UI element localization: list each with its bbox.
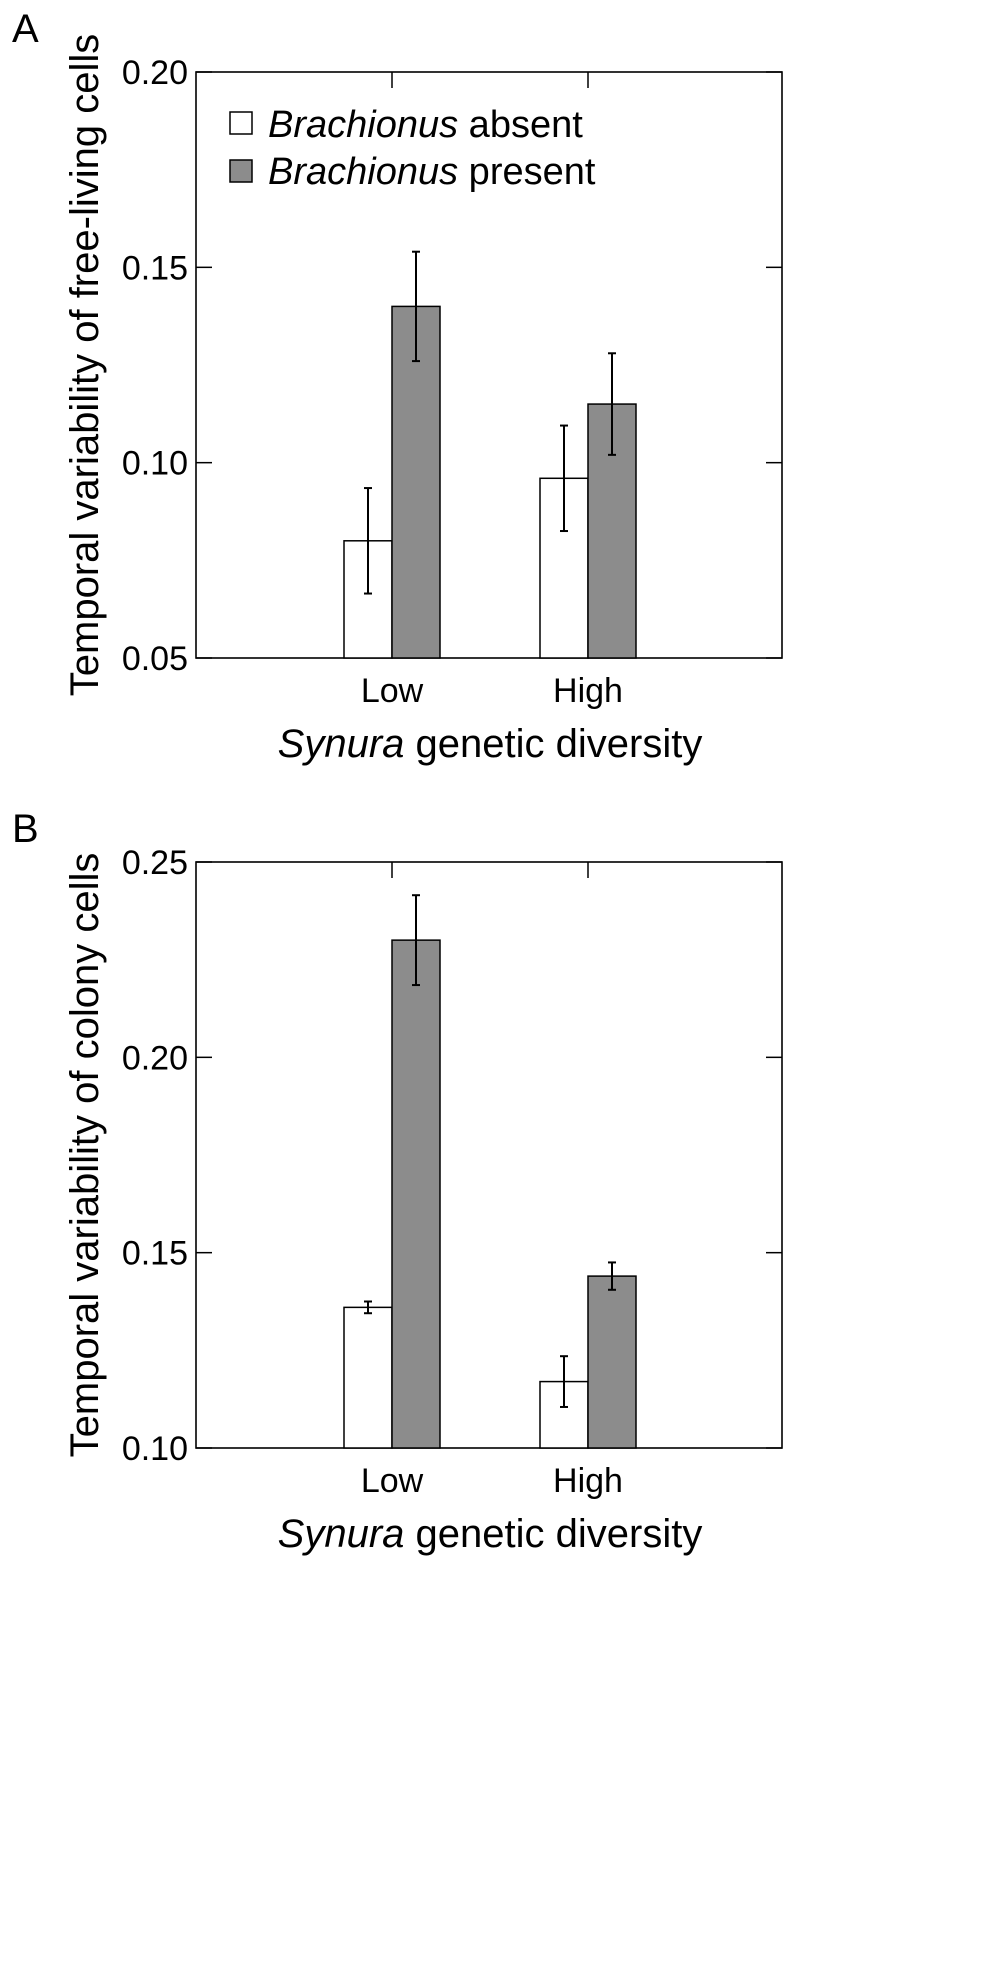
- panel-a-category-label-high: High: [553, 672, 623, 710]
- panel-a-y-tick-label: 0.10: [122, 445, 188, 483]
- panel-a-bars: [343, 250, 637, 659]
- panel-a-x-axis-title: Synura genetic diversity: [278, 722, 703, 766]
- panel-a: A Temporal variability of free-living ce…: [12, 7, 783, 766]
- panel-a-plot-frame: [195, 71, 783, 659]
- panel-a-letter: A: [12, 7, 39, 51]
- panel-b: B Temporal variability of colony cells 0…: [12, 807, 783, 1556]
- legend: Brachionus absent Brachionus present: [229, 104, 596, 193]
- legend-swatch-absent: [229, 111, 253, 135]
- panel-b-y-axis-title: Temporal variability of colony cells: [63, 853, 107, 1458]
- panel-b-letter: B: [12, 807, 39, 851]
- legend-label-absent: Brachionus absent: [268, 104, 583, 146]
- panel-b-bar-low-series-2: [391, 939, 441, 1449]
- legend-label-present: Brachionus present: [268, 151, 596, 193]
- panel-b-y-tick-label: 0.20: [122, 1039, 188, 1077]
- panel-b-bar-high-series-2: [587, 1275, 637, 1449]
- panel-b-category-label-high: High: [553, 1462, 623, 1500]
- panel-a-y-ticks: 0.05 0.10 0.15 0.20: [122, 54, 782, 678]
- panel-b-y-tick-label: 0.25: [122, 844, 188, 882]
- panel-b-y-tick-label: 0.15: [122, 1235, 188, 1273]
- panel-b-bars: [343, 894, 637, 1449]
- panel-b-category-labels: Low High: [361, 1462, 623, 1500]
- panel-a-bar-high-series-1: [539, 477, 589, 659]
- legend-swatch-present: [229, 159, 253, 183]
- panel-b-plot-frame: [195, 861, 783, 1449]
- panel-b-bar-low-series-1: [343, 1306, 393, 1449]
- panel-a-y-axis-title: Temporal variability of free-living cell…: [63, 34, 107, 696]
- panel-a-y-tick-label: 0.20: [122, 54, 188, 92]
- panel-a-category-label-low: Low: [361, 672, 424, 710]
- panel-b-y-ticks: 0.10 0.15 0.20 0.25: [122, 844, 782, 1468]
- panel-a-y-tick-label: 0.15: [122, 249, 188, 287]
- panel-a-category-labels: Low High: [361, 672, 623, 710]
- panel-b-x-axis-title: Synura genetic diversity: [278, 1512, 703, 1556]
- panel-b-y-tick-label: 0.10: [122, 1430, 188, 1468]
- panel-a-y-tick-label: 0.05: [122, 640, 188, 678]
- panel-b-category-label-low: Low: [361, 1462, 424, 1500]
- panel-a-bar-low-series-2: [391, 305, 441, 659]
